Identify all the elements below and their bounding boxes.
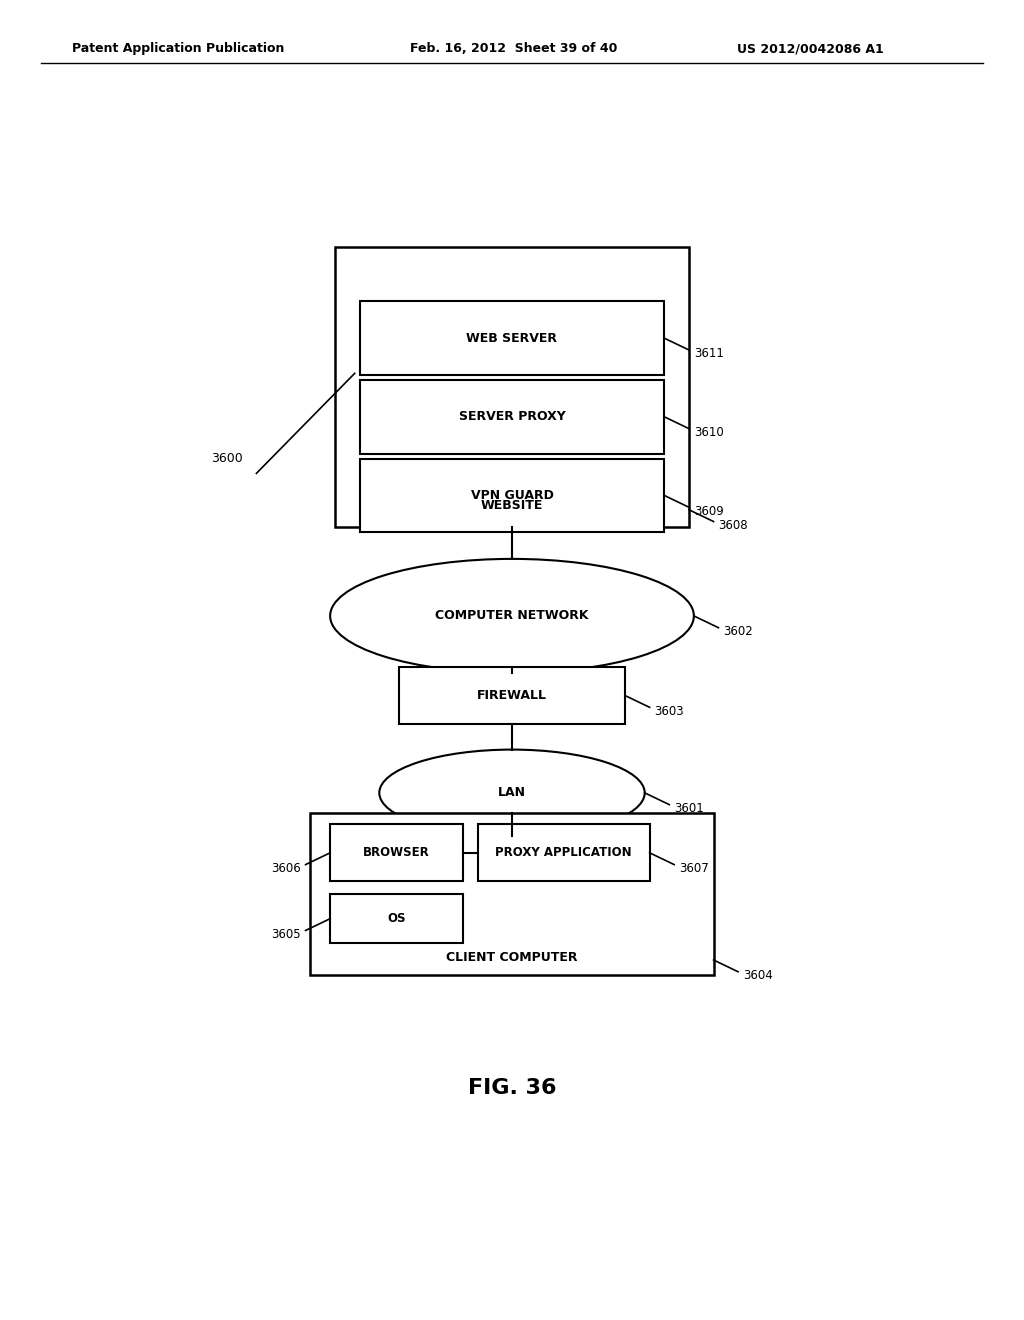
Text: 3608: 3608	[719, 519, 749, 532]
Text: FIREWALL: FIREWALL	[477, 689, 547, 702]
Text: 3610: 3610	[694, 426, 724, 440]
FancyBboxPatch shape	[399, 667, 625, 725]
Text: COMPUTER NETWORK: COMPUTER NETWORK	[435, 610, 589, 623]
FancyBboxPatch shape	[359, 301, 665, 375]
Text: 3602: 3602	[723, 626, 753, 638]
FancyBboxPatch shape	[330, 894, 463, 944]
Text: 3600: 3600	[211, 453, 243, 465]
Text: 3611: 3611	[694, 347, 724, 360]
Text: 3603: 3603	[654, 705, 684, 718]
Text: WEBSITE: WEBSITE	[481, 499, 543, 512]
Text: BROWSER: BROWSER	[364, 846, 430, 859]
FancyBboxPatch shape	[359, 458, 665, 532]
FancyBboxPatch shape	[335, 247, 689, 528]
FancyBboxPatch shape	[310, 813, 714, 974]
Ellipse shape	[379, 750, 645, 836]
Ellipse shape	[330, 558, 694, 673]
Text: 3609: 3609	[694, 504, 724, 517]
FancyBboxPatch shape	[330, 824, 463, 882]
Text: 3601: 3601	[674, 803, 703, 814]
Text: Patent Application Publication: Patent Application Publication	[72, 42, 284, 55]
Text: 3604: 3604	[743, 969, 773, 982]
Text: WEB SERVER: WEB SERVER	[467, 331, 557, 345]
FancyBboxPatch shape	[477, 824, 649, 882]
FancyBboxPatch shape	[359, 380, 665, 454]
Text: LAN: LAN	[498, 787, 526, 800]
Text: CLIENT COMPUTER: CLIENT COMPUTER	[446, 950, 578, 964]
Text: OS: OS	[387, 912, 406, 925]
Text: Feb. 16, 2012  Sheet 39 of 40: Feb. 16, 2012 Sheet 39 of 40	[410, 42, 617, 55]
Text: US 2012/0042086 A1: US 2012/0042086 A1	[737, 42, 884, 55]
Text: FIG. 36: FIG. 36	[468, 1077, 556, 1098]
Text: SERVER PROXY: SERVER PROXY	[459, 411, 565, 424]
Text: 3606: 3606	[271, 862, 301, 875]
Text: 3605: 3605	[271, 928, 301, 941]
Text: PROXY APPLICATION: PROXY APPLICATION	[496, 846, 632, 859]
Text: 3607: 3607	[679, 862, 709, 875]
Text: VPN GUARD: VPN GUARD	[471, 488, 553, 502]
